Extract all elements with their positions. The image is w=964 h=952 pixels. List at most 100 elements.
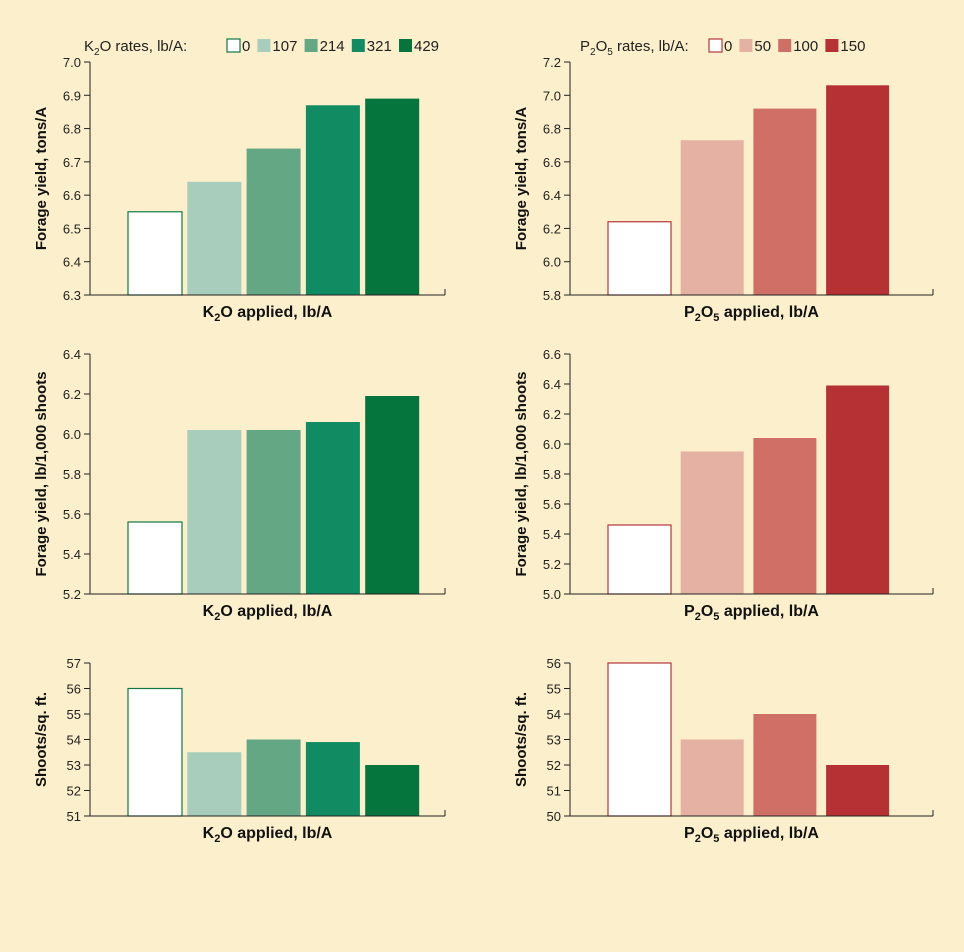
y-tick-label: 5.4: [543, 527, 561, 542]
bar-0: [607, 524, 672, 595]
y-tick-label: 52: [67, 784, 81, 799]
legend-k2o-label-0: 0: [242, 38, 250, 55]
bar-100: [753, 438, 817, 594]
x-axis-title: K2O applied, lb/A: [203, 304, 333, 324]
legend-p2o5-label-100: 100: [793, 38, 818, 55]
bar-50: [680, 739, 744, 816]
y-tick-label: 6.6: [543, 347, 561, 362]
bar-0: [127, 211, 183, 296]
y-tick-label: 5.6: [543, 497, 561, 512]
y-tick-label: 5.8: [543, 467, 561, 482]
legend-k2o-label-107: 107: [272, 38, 297, 55]
bar-214: [246, 739, 301, 816]
chart-panel-6: 50 51 52 53 54 55 56 Shoots/sq. ft. P2O5 applied…: [513, 656, 934, 845]
legend-k2o-swatch-321: [351, 39, 365, 52]
y-tick-label: 7.0: [543, 88, 561, 103]
y-tick-label: 56: [67, 682, 81, 697]
y-tick-label: 6.8: [543, 122, 561, 137]
y-tick-label: 53: [547, 733, 561, 748]
bar-321: [305, 105, 360, 296]
y-tick-label: 6.2: [543, 407, 561, 422]
y-tick-label: 6.8: [63, 122, 81, 137]
y-tick-label: 54: [547, 707, 561, 722]
legend-p2o5-label-150: 150: [840, 38, 865, 55]
legend-k2o-title: K2O rates, lb/A:: [84, 38, 187, 58]
chart-panel-2: 5.8 6.0 6.2 6.4 6.6 6.8 7.0 7.2 Forage yield, to…: [513, 55, 934, 324]
y-tick-label: 51: [67, 809, 81, 824]
y-axis-title: Forage yield, lb/1,000 shoots: [33, 371, 50, 576]
y-tick-label: 5.0: [543, 587, 561, 602]
bar-0: [127, 521, 183, 595]
legend-p2o5-swatch-50: [739, 39, 753, 52]
legend-k2o: K2O rates, lb/A: 0 107 214 321 429: [84, 38, 439, 58]
y-tick-label: 6.5: [63, 221, 81, 236]
y-tick-label: 57: [67, 656, 81, 671]
y-tick-label: 6.0: [63, 427, 81, 442]
y-tick-label: 5.6: [63, 507, 81, 522]
y-tick-label: 56: [547, 656, 561, 671]
y-tick-label: 6.4: [543, 188, 561, 203]
x-axis-title: K2O applied, lb/A: [203, 825, 333, 845]
bar-321: [305, 742, 360, 816]
y-tick-label: 7.0: [63, 55, 81, 70]
bar-107: [187, 430, 242, 594]
bar-150: [826, 765, 890, 816]
y-tick-label: 6.4: [63, 255, 81, 270]
bar-100: [753, 108, 817, 295]
y-axis-title: Forage yield, tons/A: [513, 107, 530, 251]
y-tick-label: 53: [67, 758, 81, 773]
legend-p2o5-swatch-150: [825, 39, 839, 52]
bar-214: [246, 430, 301, 594]
legend-p2o5-label-0: 0: [724, 38, 732, 55]
y-tick-label: 6.2: [543, 221, 561, 236]
chart-panel-5: 51 52 53 54 55 56 57 Shoots/sq. ft. K2O applied,…: [33, 656, 446, 845]
legend-p2o5-title: P2O5 rates, lb/A:: [580, 38, 689, 58]
y-axis-title: Shoots/sq. ft.: [513, 692, 530, 787]
y-tick-label: 6.6: [63, 188, 81, 203]
y-tick-label: 6.3: [63, 288, 81, 303]
y-tick-label: 6.2: [63, 387, 81, 402]
legend-p2o5-label-50: 50: [754, 38, 771, 55]
bar-321: [305, 422, 360, 594]
legend-k2o-swatch-107: [257, 39, 271, 52]
y-axis-title: Forage yield, tons/A: [33, 107, 50, 251]
legend-k2o-label-429: 429: [414, 38, 439, 55]
y-tick-label: 6.0: [543, 437, 561, 452]
y-tick-label: 7.2: [543, 55, 561, 70]
legend-k2o-swatch-429: [399, 39, 412, 52]
y-tick-label: 6.6: [543, 155, 561, 170]
bar-50: [680, 451, 744, 594]
bar-107: [187, 752, 242, 816]
bar-107: [187, 181, 242, 295]
y-tick-label: 50: [547, 809, 561, 824]
chart-panels: 6.3 6.4 6.5 6.6 6.7 6.8 6.9 7.0 Forage yield, to…: [33, 55, 934, 845]
y-tick-label: 6.4: [543, 377, 561, 392]
legend-k2o-items: 0 107 214 321 429: [226, 38, 439, 55]
y-tick-label: 5.2: [63, 587, 81, 602]
bar-214: [246, 148, 301, 295]
x-axis-title: P2O5 applied, lb/A: [684, 304, 819, 324]
y-tick-label: 55: [67, 707, 81, 722]
y-tick-label: 51: [547, 784, 561, 799]
bar-150: [826, 85, 890, 295]
legend-p2o5-swatch-0: [708, 38, 723, 53]
y-tick-label: 52: [547, 758, 561, 773]
bar-429: [365, 765, 420, 816]
legend-k2o-label-321: 321: [367, 38, 392, 55]
y-tick-label: 6.7: [63, 155, 81, 170]
bar-0: [607, 221, 672, 296]
legend-k2o-swatch-0: [226, 38, 241, 53]
legend-p2o5-items: 0 50 100 150: [708, 38, 865, 55]
y-tick-label: 5.4: [63, 547, 81, 562]
legend-p2o5-swatch-100: [778, 39, 792, 52]
bar-429: [365, 98, 420, 295]
y-tick-label: 55: [547, 682, 561, 697]
bar-0: [127, 687, 183, 817]
legend-k2o-swatch-214: [304, 39, 318, 52]
chart-panel-4: 5.0 5.2 5.4 5.6 5.8 6.0 6.2 6.4 6.6 Forage yield,…: [513, 347, 934, 623]
y-tick-label: 6.0: [543, 255, 561, 270]
x-axis-title: P2O5 applied, lb/A: [684, 825, 819, 845]
y-axis-title: Forage yield, lb/1,000 shoots: [513, 371, 530, 576]
bar-100: [753, 714, 817, 816]
